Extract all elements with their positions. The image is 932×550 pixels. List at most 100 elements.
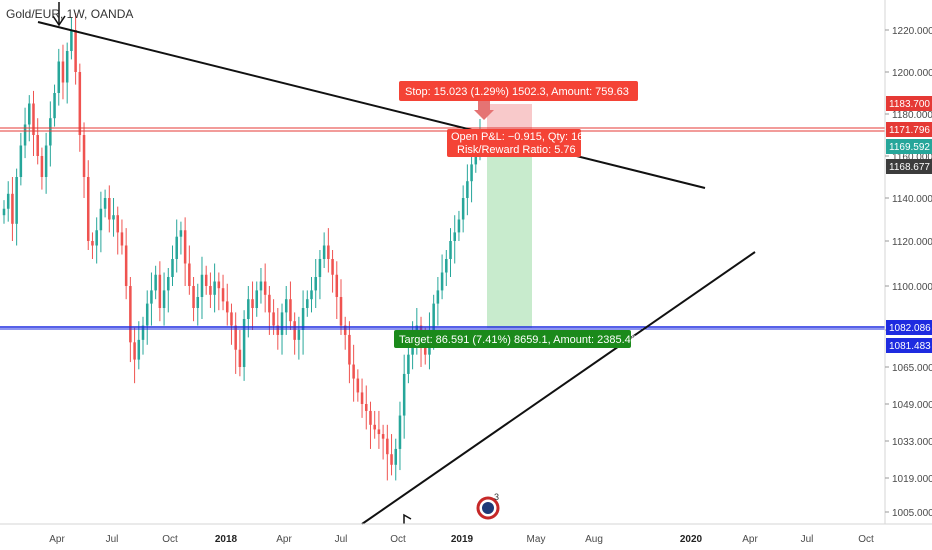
candle-up xyxy=(457,219,461,233)
target-label-box[interactable]: Target: 86.591 (7.41%) 8659.1, Amount: 2… xyxy=(394,330,637,348)
price-tag-label: 1082.086 xyxy=(889,323,931,334)
y-tick-label: 1033.000 xyxy=(892,437,932,448)
candle-up xyxy=(23,124,27,146)
candle-down xyxy=(251,299,254,308)
x-tick-label: Apr xyxy=(49,534,65,545)
price-tag xyxy=(886,96,932,111)
x-tick-label: Apr xyxy=(742,534,758,545)
candle-down xyxy=(272,312,275,326)
candle-up xyxy=(145,303,149,326)
arrow-up-icon xyxy=(403,513,412,524)
candle-up xyxy=(137,339,141,360)
pnl-box[interactable]: Open P&L: −0.915, Qty: 16 Risk/Reward Ra… xyxy=(447,129,583,157)
candle-down xyxy=(124,245,128,286)
candle-down xyxy=(188,263,191,286)
stop-label: Stop: 15.023 (1.29%) 1502.3, Amount: 759… xyxy=(405,86,629,98)
candle-up xyxy=(171,259,174,277)
x-tick-label: May xyxy=(527,534,546,545)
x-tick-label: Oct xyxy=(390,534,406,545)
price-tag xyxy=(886,139,932,154)
candle-down xyxy=(82,135,86,177)
candle-up xyxy=(28,103,31,125)
x-tick-label: 2019 xyxy=(451,534,474,545)
candle-up xyxy=(301,308,305,330)
price-tag-label: 1168.677 xyxy=(889,162,930,173)
price-tag xyxy=(886,338,932,353)
x-tick-label: Jul xyxy=(801,534,814,545)
candle-up xyxy=(196,297,200,308)
candles xyxy=(2,13,482,481)
x-tick-label: 2020 xyxy=(680,534,703,545)
candle-down xyxy=(108,198,111,220)
candle-up xyxy=(432,303,435,330)
candle-down xyxy=(221,288,225,302)
x-tick-label: Jul xyxy=(106,534,119,545)
candle-down xyxy=(268,294,271,313)
candle-up xyxy=(57,61,61,93)
watermark-number: 3 xyxy=(494,492,499,502)
candle-up xyxy=(247,299,250,319)
candle-up xyxy=(407,354,410,374)
upper-trend-line[interactable] xyxy=(37,21,706,189)
watermark-logo-icon: 3 xyxy=(476,492,500,520)
candle-up xyxy=(297,330,301,340)
loss-zone xyxy=(487,104,532,130)
candle-up xyxy=(445,259,448,273)
candle-down xyxy=(116,215,119,233)
arrow-down-marker-icon xyxy=(474,101,494,120)
candle-down xyxy=(327,245,330,259)
candle-up xyxy=(402,373,406,416)
x-tick-label: Oct xyxy=(858,534,874,545)
x-tick-label: 2018 xyxy=(215,534,238,545)
candle-up xyxy=(242,319,246,367)
candle-up xyxy=(470,164,473,182)
y-tick-label: 1160.000 xyxy=(892,152,932,163)
stop-label-box[interactable]: Stop: 15.023 (1.29%) 1502.3, Amount: 759… xyxy=(399,81,638,101)
candle-down xyxy=(238,349,242,367)
y-tick-label: 1100.000 xyxy=(892,282,932,293)
candle-up xyxy=(65,51,69,83)
candle-down xyxy=(343,325,347,335)
candle-up xyxy=(44,145,48,177)
candle-up xyxy=(213,281,216,295)
time-axis[interactable]: Apr Jul Oct 2018 Apr Jul Oct 2019 May Aug 2020 Apr J… xyxy=(0,523,932,545)
price-axis[interactable]: 1220.000 1200.000 1180.000 1160.000 1140.000… xyxy=(884,0,932,524)
target-label: Target: 86.591 (7.41%) 8659.1, Amount: 2… xyxy=(399,334,637,346)
candle-up xyxy=(322,245,326,259)
candle-down xyxy=(348,334,351,365)
candle-up xyxy=(280,312,284,335)
candle-up xyxy=(154,274,157,291)
candle-up xyxy=(284,299,288,313)
y-tick-label: 1065.000 xyxy=(892,363,932,374)
arrow-down-icon xyxy=(52,2,66,27)
candle-down xyxy=(335,274,339,297)
candle-down xyxy=(61,61,65,83)
candle-up xyxy=(112,215,115,220)
price-tag xyxy=(886,320,932,335)
rr-label: Risk/Reward Ratio: 5.76 xyxy=(457,144,576,156)
candle-up xyxy=(179,230,183,237)
candle-down xyxy=(133,342,136,360)
candle-down xyxy=(204,274,208,286)
candle-up xyxy=(255,290,259,308)
candle-down xyxy=(78,72,82,135)
y-tick-label: 1049.000 xyxy=(892,400,932,411)
candle-up xyxy=(453,232,456,241)
candle-up xyxy=(175,236,178,259)
candle-up xyxy=(15,177,18,224)
candle-up xyxy=(466,181,469,198)
y-tick-label: 1120.000 xyxy=(892,237,932,248)
candle-down xyxy=(381,434,385,439)
candle-down xyxy=(86,177,90,241)
pnl-label: Open P&L: −0.915, Qty: 16 xyxy=(451,131,583,143)
candle-up xyxy=(95,230,98,246)
candle-up xyxy=(162,290,166,308)
candle-down xyxy=(373,424,376,430)
candle-down xyxy=(36,135,39,156)
candle-down xyxy=(360,392,364,404)
lower-trend-line[interactable] xyxy=(361,251,756,525)
price-tag xyxy=(886,122,932,137)
candle-down xyxy=(386,438,389,455)
candle-down xyxy=(293,321,296,340)
